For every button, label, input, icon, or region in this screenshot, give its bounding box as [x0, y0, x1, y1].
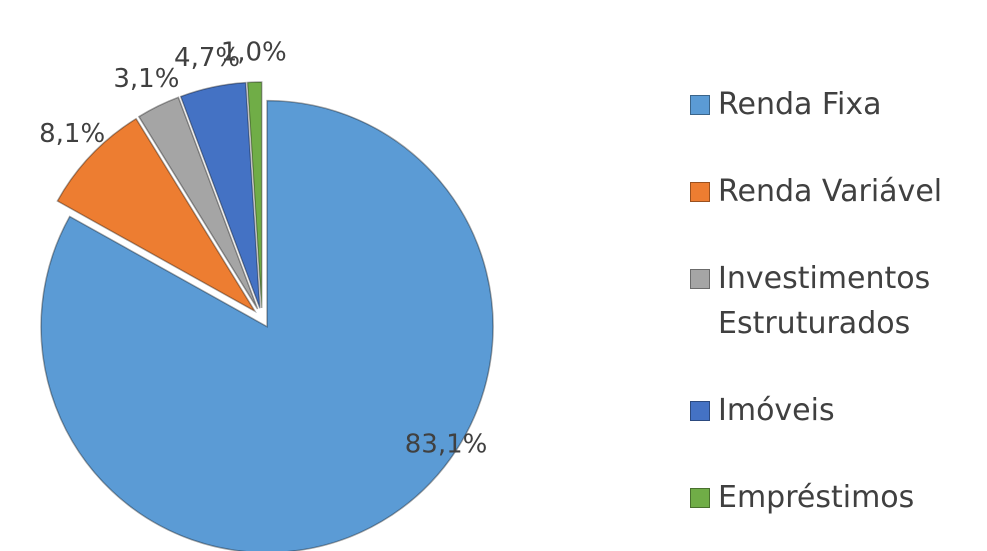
pie-chart: 83,1% 8,1% 3,1%4,7%1,0%: [39, 37, 494, 551]
legend-swatch: [690, 269, 710, 289]
legend-label: Renda Variável: [718, 174, 943, 209]
pie-slice: [56, 117, 257, 314]
data-label: 3,1%: [113, 64, 179, 94]
legend-swatch: [690, 95, 710, 115]
legend-item: Investimentos Estruturados: [690, 256, 980, 346]
legend: Renda Fixa Renda Variável Investimentos Es…: [690, 82, 980, 520]
data-label: 83,1%: [405, 429, 488, 459]
pie-slice: [40, 99, 494, 551]
data-label: 4,7%: [174, 43, 240, 73]
legend-swatch: [690, 182, 710, 202]
data-label: 1,0%: [221, 37, 287, 67]
legend-item: Empréstimos: [690, 475, 980, 520]
legend-item: Imóveis: [690, 388, 980, 433]
pie-slice: [137, 96, 259, 310]
pie-slice: [179, 81, 261, 309]
pie-slice: [246, 81, 263, 309]
legend-label: Empréstimos: [718, 480, 915, 515]
legend-label: Imóveis: [718, 393, 835, 428]
legend-swatch: [690, 401, 710, 421]
legend-swatch: [690, 488, 710, 508]
data-label: 8,1%: [39, 119, 105, 149]
legend-item: Renda Variável: [690, 169, 980, 214]
legend-label: Investimentos Estruturados: [718, 261, 931, 341]
legend-item: Renda Fixa: [690, 82, 980, 127]
legend-label: Renda Fixa: [718, 87, 882, 122]
